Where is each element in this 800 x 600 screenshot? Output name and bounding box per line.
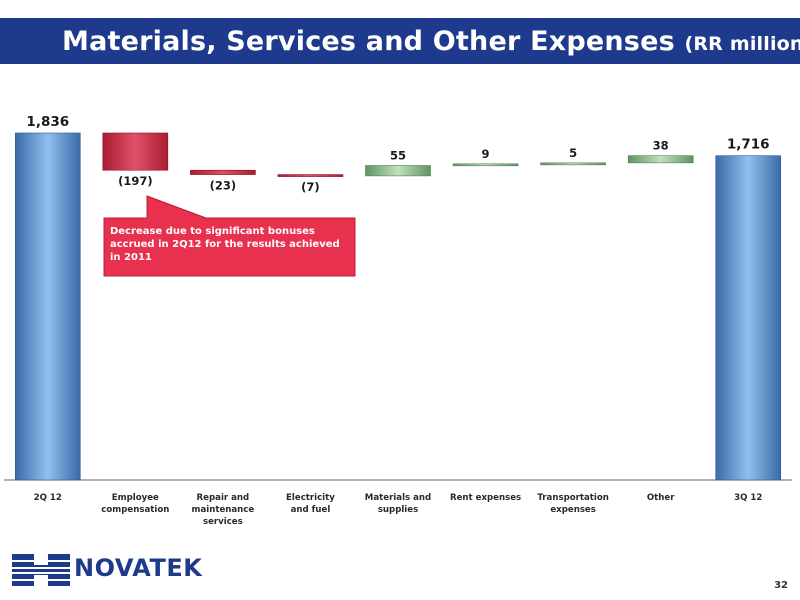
bar-6: [540, 162, 606, 166]
category-label-0: 2Q 12: [34, 493, 62, 503]
logo-wordmark: NOVATEK: [74, 554, 203, 582]
category-label-7: Other: [647, 493, 675, 503]
category-label-8: 3Q 12: [734, 493, 762, 503]
category-label-4: Materials and supplies: [365, 493, 431, 515]
callout-text: Decrease due to significant bonuses accr…: [110, 226, 340, 263]
category-label-1: Employee compensation: [101, 493, 169, 515]
data-label-7: 38: [653, 139, 669, 153]
bar-0: [14, 132, 81, 481]
data-label-3: (7): [301, 180, 320, 194]
title-bar: [0, 18, 800, 64]
data-label-0: 1,836: [26, 114, 69, 130]
category-label-2: Repair and maintenance services: [192, 493, 255, 527]
category-label-3: Electricity and fuel: [286, 493, 335, 515]
data-label-6: 5: [569, 146, 577, 160]
bar-8: [715, 155, 782, 481]
data-label-5: 9: [482, 147, 490, 161]
bar-3: [277, 174, 344, 177]
data-label-1: (197): [118, 174, 153, 188]
page-number: 32: [774, 580, 788, 591]
data-label-4: 55: [390, 149, 406, 163]
bar-7: [627, 155, 694, 164]
bar-5: [452, 163, 519, 167]
data-label-8: 1,716: [727, 137, 770, 153]
company-logo: NOVATEK: [12, 550, 212, 590]
title-main: Materials, Services and Other Expenses: [62, 26, 675, 57]
data-label-2: (23): [210, 179, 237, 193]
callout-box: [103, 195, 356, 277]
title-units: (RR million): [684, 33, 800, 55]
category-label-6: Transportation expenses: [537, 493, 608, 515]
novatek-logo-icon: [12, 554, 70, 586]
bar-2: [190, 169, 256, 175]
bar-4: [365, 165, 431, 177]
page-title: Materials, Services and Other Expenses (…: [62, 26, 800, 57]
waterfall-chart: 1,836 2Q 12 (197) Employee compensation (23) R…: [4, 114, 792, 527]
category-label-5: Rent expenses: [450, 493, 521, 503]
bar-1: [102, 132, 169, 171]
